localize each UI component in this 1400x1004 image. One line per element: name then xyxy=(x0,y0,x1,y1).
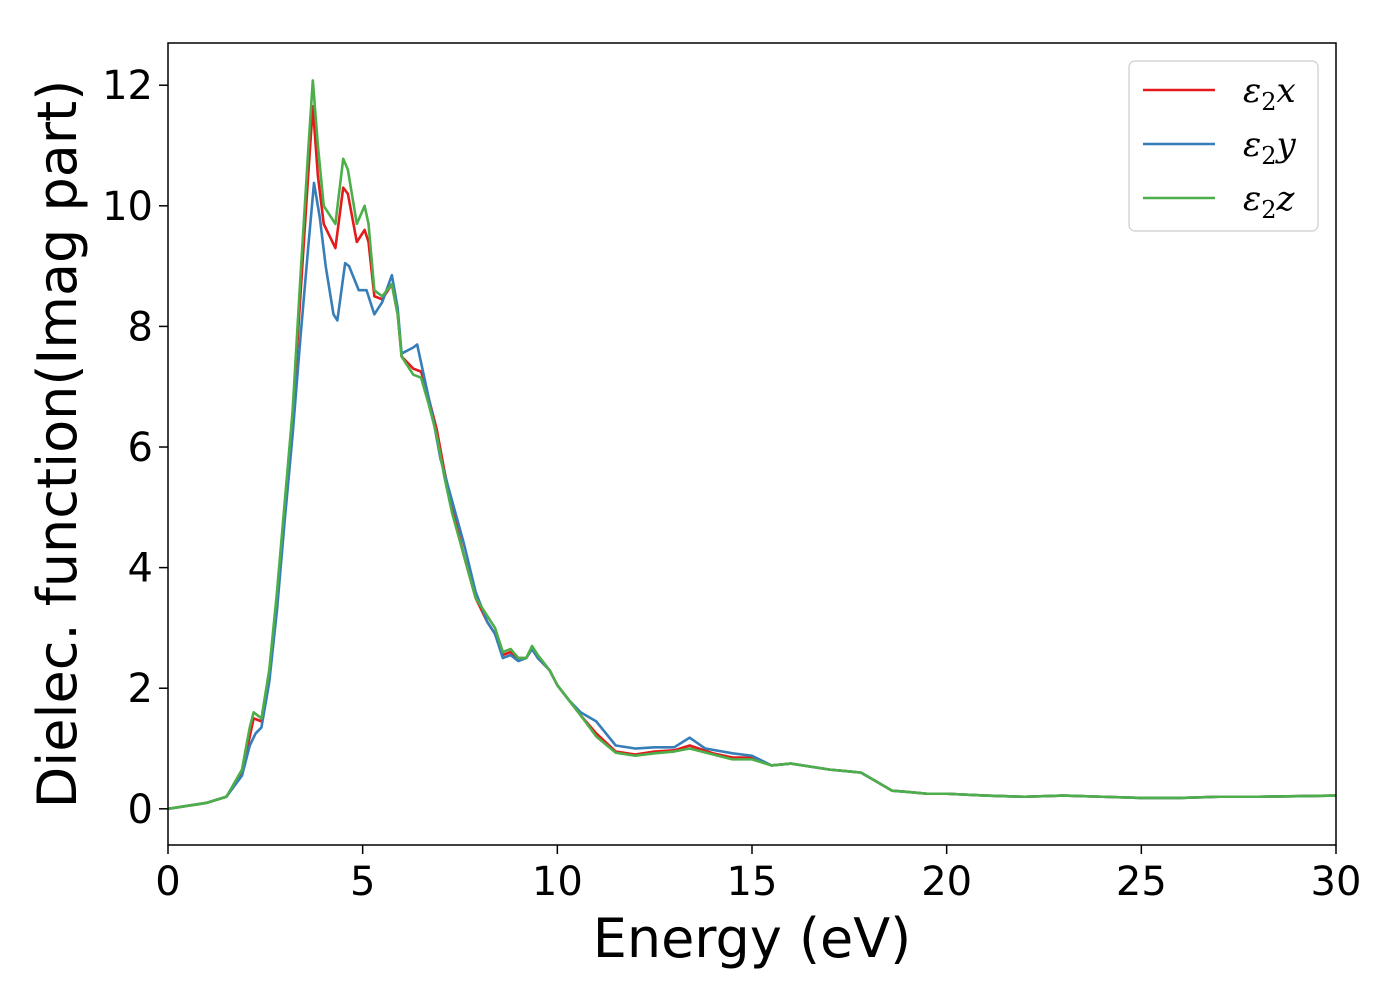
legend-label-x: ε2x xyxy=(1243,71,1296,116)
y-tick-label: 6 xyxy=(128,425,153,471)
x-tick-label: 15 xyxy=(727,859,778,905)
legend-label-base: ε xyxy=(1243,179,1261,219)
y-tick-label: 10 xyxy=(102,184,153,230)
x-tick-label: 10 xyxy=(532,859,583,905)
y-tick-label: 4 xyxy=(128,546,153,592)
x-tick-label: 30 xyxy=(1311,859,1362,905)
y-tick-label: 2 xyxy=(128,666,153,712)
legend-label-suffix: y xyxy=(1275,125,1297,165)
x-axis-title: Energy (eV) xyxy=(593,907,912,970)
x-tick-label: 20 xyxy=(921,859,972,905)
legend-label-subscript: 2 xyxy=(1261,88,1276,116)
series-line-y xyxy=(168,181,1336,811)
legend-label-base: ε xyxy=(1243,71,1261,111)
legend-label-subscript: 2 xyxy=(1261,196,1276,224)
x-tick-label: 0 xyxy=(155,859,180,905)
legend-label-z: ε2z xyxy=(1243,179,1296,224)
x-tick-label: 25 xyxy=(1116,859,1167,905)
y-tick-label: 12 xyxy=(102,63,153,109)
legend-label-suffix: x xyxy=(1277,71,1296,111)
series-line-z xyxy=(168,79,1336,811)
y-tick-label: 8 xyxy=(128,304,153,350)
y-axis-title: Dielec. function(Imag part) xyxy=(26,80,89,809)
y-tick-label: 0 xyxy=(128,787,153,833)
legend-box xyxy=(1128,60,1319,232)
legend-label-y: ε2y xyxy=(1243,125,1297,170)
legend-label-suffix: z xyxy=(1276,179,1296,219)
x-tick-label: 5 xyxy=(350,859,375,905)
legend-label-base: ε xyxy=(1243,125,1261,165)
legend-label-subscript: 2 xyxy=(1261,142,1276,170)
